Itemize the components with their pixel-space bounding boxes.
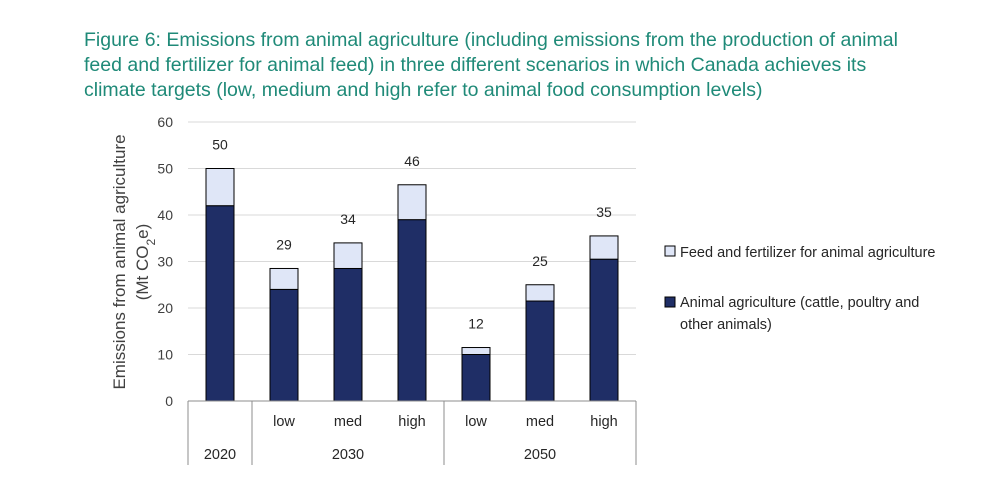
x-axis-categories: low med high low med high 2020 2030 2050 [204,414,618,463]
legend-swatch-feed [664,245,676,257]
legend-label-animal-line-2: other animals) [680,317,772,333]
data-label-total: 25 [532,253,548,269]
x-category-label: med [334,414,362,430]
y-tick-label: 60 [157,114,173,130]
y-tick-label: 10 [157,347,173,363]
y-tick-label: 40 [157,207,173,223]
x-category-label: med [526,414,554,430]
y-tick-label: 20 [157,300,173,316]
x-axis [187,400,637,465]
bar-animal-agriculture [269,288,299,402]
y-tick-label: 50 [157,161,173,177]
bar-feed-fertilizer [397,184,427,221]
data-label-total: 34 [340,211,356,227]
data-label-total: 50 [212,137,228,153]
figure-title-line-3: climate targets (low, medium and high re… [84,79,763,101]
figure-title-line-2: feed and fertilizer for animal feed) in … [84,54,867,76]
bar-animal-agriculture [333,267,363,402]
bar-animal-agriculture [461,354,491,402]
bar-animal-agriculture [397,219,427,402]
bar-animal-agriculture [205,205,235,402]
bar-feed-fertilizer [269,267,299,290]
data-label-total: 29 [276,236,292,252]
data-label-total: 12 [468,316,484,332]
bars [205,168,619,402]
y-axis-unit: (Mt CO2e) [133,224,158,301]
figure-title-line-1: Figure 6: Emissions from animal agricult… [84,29,898,51]
y-axis-ticks: 0 10 20 30 40 50 60 [157,114,173,409]
bar-feed-fertilizer [525,284,555,302]
x-group-label: 2050 [524,447,556,463]
data-label-total: 35 [596,204,612,220]
x-category-label: low [465,414,487,430]
figure-title: Figure 6: Emissions from animal agricult… [84,28,984,103]
legend-swatch-animal [664,296,676,308]
x-category-label: high [398,414,425,430]
x-group-label: 2020 [204,447,236,463]
bar-animal-agriculture [589,258,619,402]
data-label-total: 46 [404,153,420,169]
bar-feed-fertilizer [333,242,363,269]
bar-animal-agriculture [525,300,555,402]
bar-feed-fertilizer [205,168,235,207]
legend-label-animal-line-1: Animal agriculture (cattle, poultry and [680,295,919,311]
legend-label-feed: Feed and fertilizer for animal agricultu… [680,245,935,261]
x-group-label: 2030 [332,447,364,463]
y-tick-label: 30 [157,254,173,270]
bar-feed-fertilizer [461,347,491,355]
y-axis-label: Emissions from animal agriculture [110,134,129,389]
legend: Feed and fertilizer for animal agricultu… [664,245,935,333]
y-tick-label: 0 [165,393,173,409]
x-category-label: high [590,414,617,430]
data-labels: 50 29 34 46 12 25 35 [212,137,612,332]
bar-feed-fertilizer [589,235,619,260]
x-category-label: low [273,414,295,430]
